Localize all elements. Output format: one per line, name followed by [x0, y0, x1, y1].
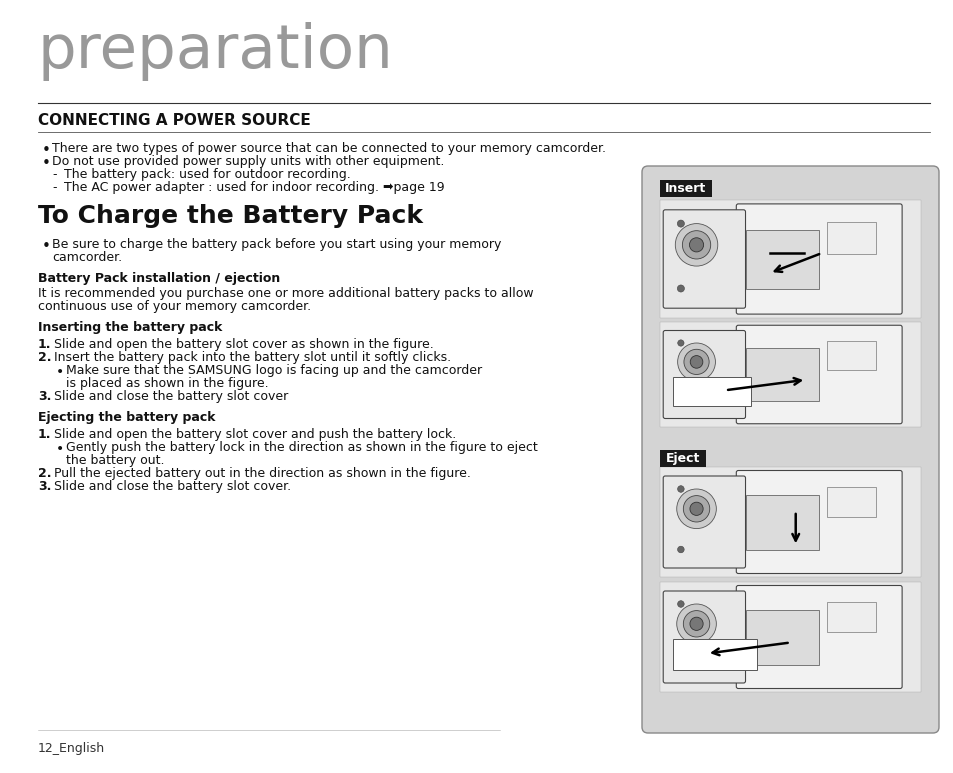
FancyBboxPatch shape: [736, 325, 902, 424]
Circle shape: [677, 220, 683, 227]
Text: Inserting the battery pack: Inserting the battery pack: [38, 321, 222, 334]
Circle shape: [690, 356, 702, 368]
Bar: [745, 349, 819, 400]
FancyBboxPatch shape: [673, 376, 751, 406]
Bar: [826, 222, 875, 254]
Text: Slide and close the battery slot cover.: Slide and close the battery slot cover.: [54, 480, 291, 493]
FancyBboxPatch shape: [662, 591, 744, 683]
Bar: [745, 609, 819, 665]
Text: 2.: 2.: [38, 467, 51, 480]
Circle shape: [677, 343, 715, 381]
Text: -: -: [52, 181, 56, 194]
Text: Eject: Eject: [665, 452, 700, 465]
FancyBboxPatch shape: [673, 639, 756, 670]
Circle shape: [689, 238, 703, 252]
Text: -: -: [52, 168, 56, 181]
Circle shape: [675, 223, 717, 266]
Bar: [659, 467, 920, 577]
Text: To Charge the Battery Pack: To Charge the Battery Pack: [38, 204, 422, 228]
Text: 2.: 2.: [38, 351, 51, 364]
Bar: [826, 342, 875, 369]
Text: Be sure to charge the battery pack before you start using your memory: Be sure to charge the battery pack befor…: [52, 238, 501, 251]
Text: is placed as shown in the figure.: is placed as shown in the figure.: [66, 377, 269, 390]
Circle shape: [676, 604, 716, 644]
Text: CONNECTING A POWER SOURCE: CONNECTING A POWER SOURCE: [38, 113, 311, 128]
FancyBboxPatch shape: [736, 471, 902, 574]
Bar: [659, 450, 705, 467]
FancyBboxPatch shape: [662, 209, 744, 308]
Circle shape: [681, 230, 710, 259]
Text: Do not use provided power supply units with other equipment.: Do not use provided power supply units w…: [52, 155, 444, 168]
Text: Slide and open the battery slot cover and push the battery lock.: Slide and open the battery slot cover an…: [54, 428, 456, 441]
FancyBboxPatch shape: [662, 331, 744, 418]
FancyBboxPatch shape: [736, 204, 902, 314]
FancyBboxPatch shape: [662, 476, 744, 568]
Text: Ejecting the battery pack: Ejecting the battery pack: [38, 411, 215, 424]
Circle shape: [677, 285, 683, 292]
Text: 1.: 1.: [38, 338, 51, 351]
Text: •: •: [42, 239, 51, 254]
Bar: [745, 495, 819, 550]
Text: Pull the ejected battery out in the direction as shown in the figure.: Pull the ejected battery out in the dire…: [54, 467, 471, 480]
Text: 12_English: 12_English: [38, 742, 105, 755]
Text: the battery out.: the battery out.: [66, 454, 164, 467]
Circle shape: [677, 601, 683, 608]
Text: 1.: 1.: [38, 428, 51, 441]
Text: Make sure that the SAMSUNG logo is facing up and the camcorder: Make sure that the SAMSUNG logo is facin…: [66, 364, 481, 377]
Text: It is recommended you purchase one or more additional battery packs to allow: It is recommended you purchase one or mo…: [38, 287, 533, 300]
FancyBboxPatch shape: [736, 585, 902, 689]
Bar: [659, 200, 920, 318]
Text: Gently push the battery lock in the direction as shown in the figure to eject: Gently push the battery lock in the dire…: [66, 441, 537, 454]
Circle shape: [677, 661, 683, 668]
Bar: [659, 180, 711, 197]
Circle shape: [676, 489, 716, 529]
Circle shape: [677, 397, 683, 404]
Circle shape: [682, 611, 709, 637]
FancyBboxPatch shape: [641, 166, 938, 733]
Text: Slide and open the battery slot cover as shown in the figure.: Slide and open the battery slot cover as…: [54, 338, 434, 351]
Text: The battery pack: used for outdoor recording.: The battery pack: used for outdoor recor…: [64, 168, 351, 181]
Circle shape: [677, 485, 683, 492]
Bar: [659, 322, 920, 427]
Circle shape: [682, 495, 709, 522]
Text: Slide and close the battery slot cover: Slide and close the battery slot cover: [54, 390, 288, 403]
Text: •: •: [56, 365, 64, 379]
Bar: [826, 602, 875, 632]
Bar: [745, 230, 819, 288]
Circle shape: [689, 617, 702, 631]
Circle shape: [683, 349, 708, 374]
Circle shape: [677, 340, 683, 346]
Text: continuous use of your memory camcorder.: continuous use of your memory camcorder.: [38, 300, 311, 313]
Text: preparation: preparation: [38, 22, 394, 81]
Text: Insert: Insert: [664, 182, 706, 195]
Bar: [659, 582, 920, 692]
Circle shape: [677, 547, 683, 553]
Bar: [826, 487, 875, 517]
Text: •: •: [42, 156, 51, 171]
Circle shape: [689, 502, 702, 516]
Text: The AC power adapter : used for indoor recording. ➡page 19: The AC power adapter : used for indoor r…: [64, 181, 444, 194]
Text: 3.: 3.: [38, 480, 51, 493]
Text: camcorder.: camcorder.: [52, 251, 122, 264]
Text: •: •: [56, 442, 64, 456]
Text: •: •: [42, 143, 51, 158]
Text: 3.: 3.: [38, 390, 51, 403]
Text: There are two types of power source that can be connected to your memory camcord: There are two types of power source that…: [52, 142, 605, 155]
Text: Insert the battery pack into the battery slot until it softly clicks.: Insert the battery pack into the battery…: [54, 351, 451, 364]
Text: Battery Pack installation / ejection: Battery Pack installation / ejection: [38, 272, 280, 285]
